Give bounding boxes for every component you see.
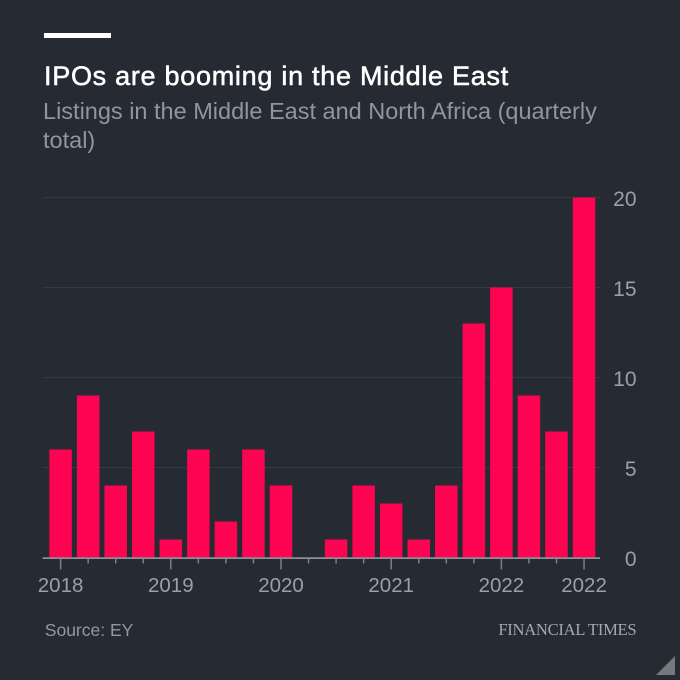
svg-text:2022: 2022 (479, 574, 525, 597)
svg-text:2018: 2018 (38, 574, 84, 597)
svg-text:10: 10 (613, 368, 636, 391)
svg-text:2020: 2020 (258, 574, 304, 597)
svg-text:0: 0 (625, 548, 637, 571)
svg-text:2019: 2019 (148, 574, 194, 597)
svg-text:2021: 2021 (368, 574, 414, 597)
svg-text:15: 15 (613, 278, 636, 301)
svg-text:5: 5 (625, 458, 637, 481)
svg-text:20: 20 (613, 188, 636, 211)
svg-text:2022: 2022 (561, 574, 607, 597)
